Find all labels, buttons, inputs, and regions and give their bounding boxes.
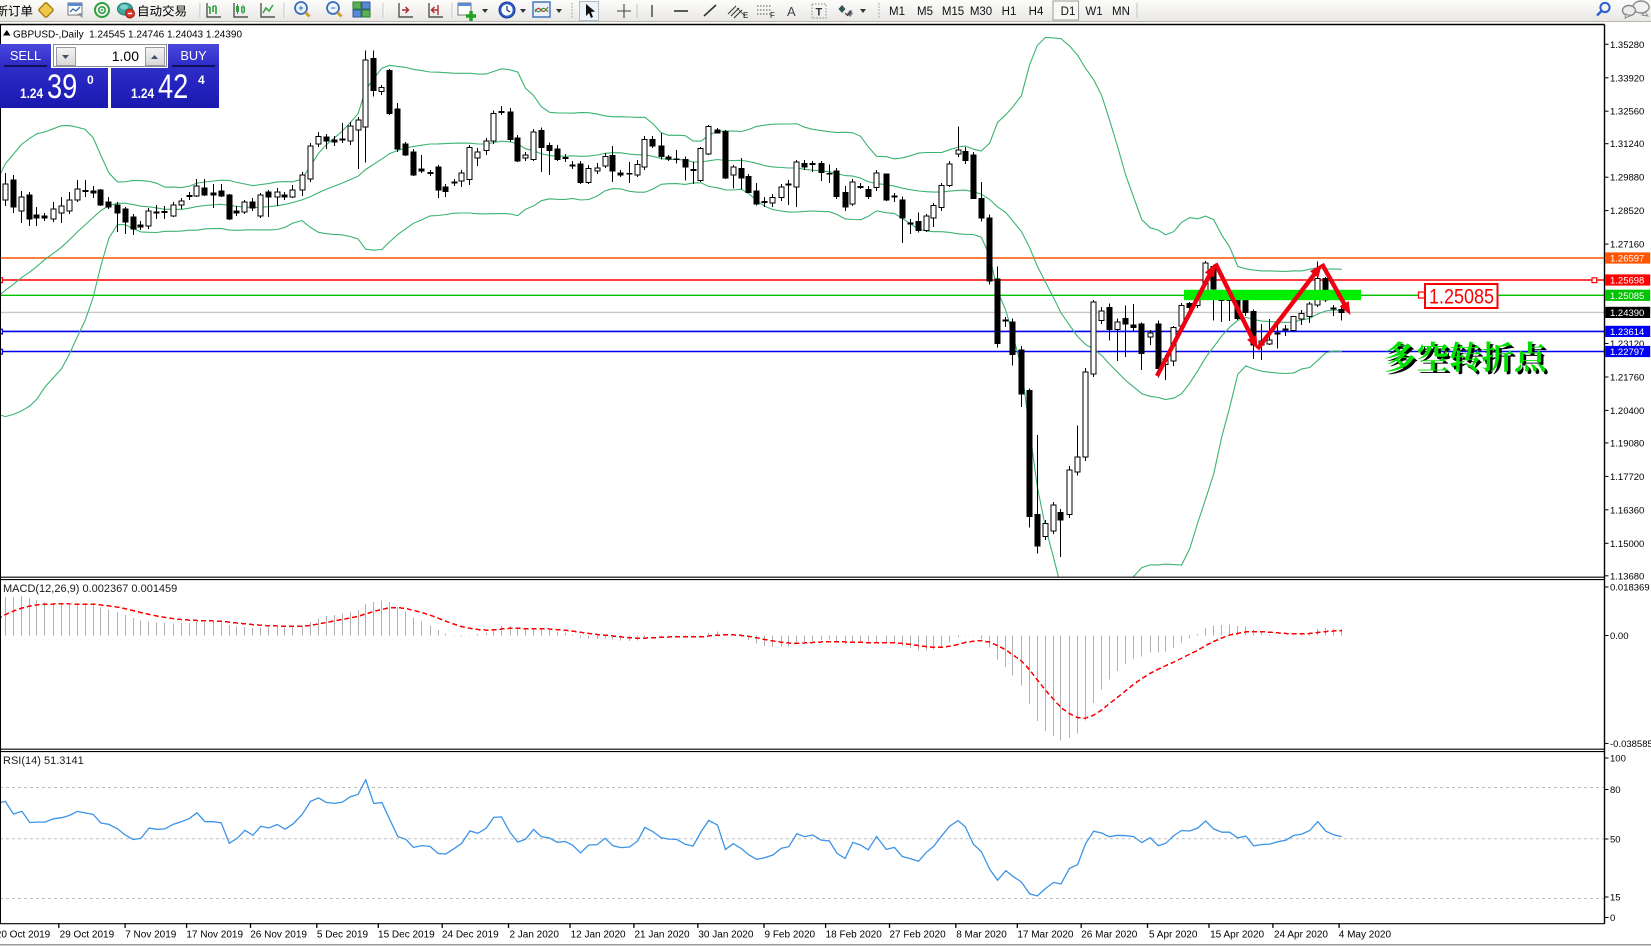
svg-text:20 Oct 2019: 20 Oct 2019 <box>0 930 51 941</box>
svg-text:1.25698: 1.25698 <box>1610 276 1644 287</box>
svg-text:80: 80 <box>1610 785 1621 796</box>
svg-text:H4: H4 <box>1029 6 1044 18</box>
svg-text:27 Feb 2020: 27 Feb 2020 <box>890 930 947 941</box>
svg-text:5 Apr 2020: 5 Apr 2020 <box>1149 930 1198 941</box>
svg-text:1.33920: 1.33920 <box>1610 73 1644 84</box>
svg-text:8 Mar 2020: 8 Mar 2020 <box>956 930 1007 941</box>
svg-text:1.22797: 1.22797 <box>1610 347 1644 358</box>
svg-text:100: 100 <box>1610 754 1626 765</box>
svg-text:12 Jan 2020: 12 Jan 2020 <box>571 930 626 941</box>
svg-text:GBPUSD-,Daily 1.24545 1.24746: GBPUSD-,Daily 1.24545 1.24746 1.24043 1.… <box>13 30 242 41</box>
svg-text:7 Nov 2019: 7 Nov 2019 <box>125 930 177 941</box>
svg-text:1.35280: 1.35280 <box>1610 40 1644 51</box>
svg-text:1.23614: 1.23614 <box>1610 327 1644 338</box>
svg-text:0: 0 <box>1610 913 1615 924</box>
svg-text:26 Nov 2019: 26 Nov 2019 <box>250 930 307 941</box>
svg-text:M15: M15 <box>942 6 964 18</box>
svg-text:15 Dec 2019: 15 Dec 2019 <box>378 930 435 941</box>
svg-text:17 Nov 2019: 17 Nov 2019 <box>186 930 243 941</box>
svg-text:1.25085: 1.25085 <box>1610 291 1644 302</box>
svg-text:15: 15 <box>1610 893 1621 904</box>
svg-text:−: − <box>330 3 335 13</box>
svg-text:-0.038585: -0.038585 <box>1610 739 1651 750</box>
svg-text:MACD(12,26,9) 0.002367 0.00145: MACD(12,26,9) 0.002367 0.001459 <box>3 583 177 595</box>
svg-text:15 Apr 2020: 15 Apr 2020 <box>1210 930 1264 941</box>
svg-text:30 Jan 2020: 30 Jan 2020 <box>698 930 753 941</box>
svg-text:F: F <box>770 11 775 20</box>
svg-text:+: + <box>298 3 303 13</box>
svg-text:RSI(14) 51.3141: RSI(14) 51.3141 <box>3 755 84 767</box>
svg-text:5 Dec 2019: 5 Dec 2019 <box>317 930 369 941</box>
svg-text:24 Dec 2019: 24 Dec 2019 <box>442 930 499 941</box>
svg-text:MN: MN <box>1112 6 1130 18</box>
svg-text:9 Feb 2020: 9 Feb 2020 <box>764 930 815 941</box>
svg-text:1.28520: 1.28520 <box>1610 206 1644 217</box>
svg-text:M1: M1 <box>889 6 905 18</box>
svg-text:A: A <box>787 4 796 19</box>
svg-text:29 Oct 2019: 29 Oct 2019 <box>60 930 115 941</box>
svg-text:24 Apr 2020: 24 Apr 2020 <box>1274 930 1328 941</box>
svg-text:21 Jan 2020: 21 Jan 2020 <box>634 930 689 941</box>
svg-text:1.17720: 1.17720 <box>1610 472 1644 483</box>
svg-text:4 May 2020: 4 May 2020 <box>1339 930 1392 941</box>
svg-text:D1: D1 <box>1061 6 1076 18</box>
svg-text:1.27160: 1.27160 <box>1610 240 1644 251</box>
svg-text:1.21760: 1.21760 <box>1610 373 1644 384</box>
svg-text:50: 50 <box>1610 835 1621 846</box>
svg-text:0.00: 0.00 <box>1610 631 1629 642</box>
svg-text:18 Feb 2020: 18 Feb 2020 <box>826 930 883 941</box>
svg-text:1.24390: 1.24390 <box>1610 308 1644 319</box>
svg-text:0.018369: 0.018369 <box>1610 583 1650 594</box>
svg-text:17 Mar 2020: 17 Mar 2020 <box>1017 930 1074 941</box>
svg-text:2 Jan 2020: 2 Jan 2020 <box>509 930 559 941</box>
svg-text:1.16360: 1.16360 <box>1610 505 1644 516</box>
svg-text:E: E <box>743 11 748 20</box>
svg-text:1.32560: 1.32560 <box>1610 107 1644 118</box>
svg-text:1.25085: 1.25085 <box>1429 285 1494 309</box>
svg-text:26 Mar 2020: 26 Mar 2020 <box>1081 930 1138 941</box>
svg-text:W1: W1 <box>1085 6 1102 18</box>
svg-text:1.29880: 1.29880 <box>1610 173 1644 184</box>
svg-text:1.31240: 1.31240 <box>1610 139 1644 150</box>
svg-text:1.19080: 1.19080 <box>1610 438 1644 449</box>
svg-text:1.26597: 1.26597 <box>1610 254 1644 265</box>
svg-text:1.23120: 1.23120 <box>1610 339 1644 350</box>
svg-text:1.15000: 1.15000 <box>1610 539 1644 550</box>
svg-text:M30: M30 <box>970 6 992 18</box>
svg-text:1.13680: 1.13680 <box>1610 571 1644 582</box>
svg-text:1.20400: 1.20400 <box>1610 406 1644 417</box>
svg-text:T: T <box>816 7 823 19</box>
svg-text:H1: H1 <box>1002 6 1017 18</box>
svg-text:M5: M5 <box>917 6 933 18</box>
